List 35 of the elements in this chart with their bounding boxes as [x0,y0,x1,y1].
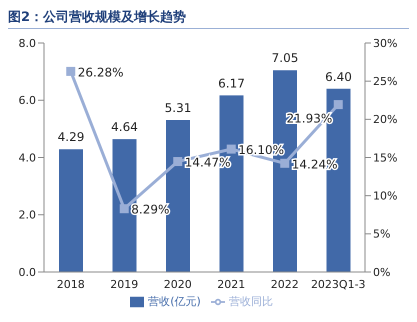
data-label: 26.28% [78,65,124,80]
bar [59,149,83,272]
data-label: 6.40 [325,70,352,84]
point [173,157,182,166]
data-label: 7.05 [272,51,298,66]
x-tick-label: 2021 [217,278,246,291]
point [280,158,290,168]
data-label: 4.29 [58,130,84,144]
y2-tick-label: 30% [373,36,398,50]
y-tick-label: 8.0 [18,36,36,50]
y-tick-label: 6.0 [18,94,36,108]
data-label: 4.64 [111,120,138,134]
y2-tick-label: 20% [373,113,398,126]
y2-tick-label: 5% [373,228,390,241]
data-label: 5.31 [164,101,192,115]
x-tick-label: 2020 [164,278,192,291]
y2-tick-label: 0% [373,266,390,279]
y2-tick-label: 25% [373,75,398,88]
legend-label: 营收同比 [228,295,273,308]
y-tick-label: 2.0 [18,208,36,222]
y2-tick-label: 10% [373,190,398,203]
x-tick-label: 2023Q1-3 [310,278,366,291]
x-tick-label: 2019 [110,278,138,291]
x-tick-label: 2018 [56,278,85,291]
point [120,204,129,214]
y-tick-label: 0.0 [18,266,36,279]
chart-title: 图2：公司营收规模及增长趋势 [8,8,409,29]
data-label: 6.17 [218,76,245,90]
y-tick-label: 4.0 [18,151,36,164]
point [66,66,76,76]
point [226,144,236,154]
point [334,100,343,110]
y2-tick-label: 15% [373,151,398,164]
x-tick-label: 2022 [270,278,299,291]
legend-label: 营收(亿元) [148,295,201,308]
